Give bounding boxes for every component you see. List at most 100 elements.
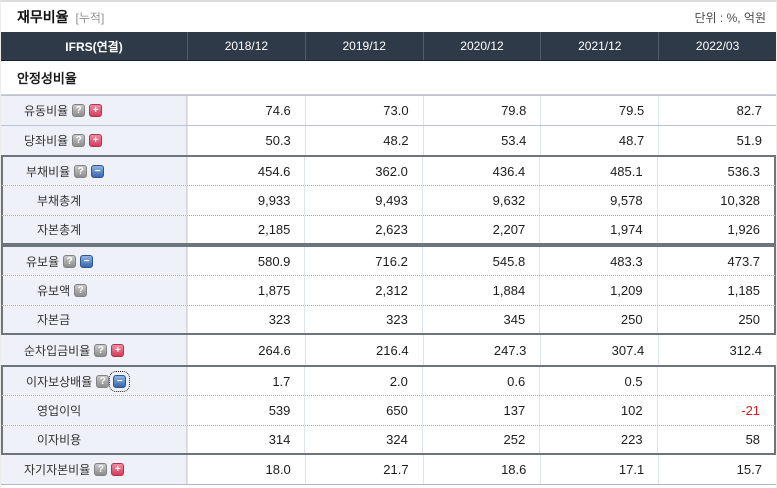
value-cell: 436.4 [421,157,539,185]
value-cell: 137 [421,396,539,425]
header-period-cell: 2022/03 [658,32,776,60]
row-label: 자기자본비율 [24,463,91,477]
value-cell: 9,632 [421,186,539,215]
row-label: 자본총계 [37,223,82,237]
value-cell: 2,185 [187,216,304,243]
value-cell: 250 [539,306,656,333]
value-cell: 48.2 [304,126,423,155]
value-cell: 473.7 [656,247,774,275]
table-row: 부채비율? −454.6 362.0 436.4 485.1 536.3 [1,155,776,185]
header-period-cell: 2018/12 [187,32,305,60]
row-label: 부채총계 [37,194,82,208]
value-cell: 74.6 [187,96,305,125]
row-label-cell: 부채비율? − [3,157,187,185]
value-cell: 1,185 [656,276,774,305]
row-label-cell: 유보액? [3,276,187,305]
expand-icon[interactable]: + [89,134,103,147]
row-label-cell: 순차입금비율? + [1,335,187,365]
collapse-icon[interactable]: − [80,254,94,268]
page-title-suffix: [누적] [75,10,105,25]
title-bar: 재무비율 [누적] 단위 : %, 억원 [1,2,776,32]
collapse-icon[interactable]: − [91,164,105,178]
help-icon[interactable]: ? [72,104,86,117]
row-label-cell: 유보율? − [3,247,187,275]
value-cell: 345 [421,306,539,333]
help-icon[interactable]: ? [96,374,110,388]
value-cell: 324 [304,426,421,453]
help-icon[interactable]: ? [74,164,88,178]
collapse-icon[interactable]: − [109,370,131,392]
value-cell: 58 [656,426,774,453]
value-cell: 580.9 [187,247,304,275]
table-row: 이자비용 314 324 252 223 58 [1,425,776,455]
value-cell: 1,875 [187,276,304,305]
value-cell: 323 [304,306,421,333]
value-cell: 362.0 [304,157,421,185]
value-cell [656,367,774,395]
row-label-cell: 이자보상배율? − [3,367,187,395]
row-label: 유보액 [37,284,71,298]
expand-icon[interactable]: + [111,463,125,476]
value-cell: 9,933 [187,186,304,215]
row-label-cell: 당좌비율? + [1,126,187,155]
section-title-row: 안정성비율 [1,61,776,95]
value-cell: 48.7 [540,126,658,155]
table-row: 이자보상배율? −1.7 2.0 0.6 0.5 [1,365,776,395]
table-row: 당좌비율? +50.3 48.2 53.4 48.7 51.9 [1,125,776,155]
table-row: 순차입금비율? +264.6 216.4 247.3 307.4 312.4 [1,335,776,365]
value-cell: 82.7 [658,96,776,125]
table-row: 자본총계 2,185 2,623 2,207 1,974 1,926 [1,215,776,245]
value-cell: 21.7 [304,455,423,484]
value-cell: 216.4 [304,335,423,365]
row-label: 자본금 [37,313,71,327]
section-title: 안정성비율 [17,71,77,86]
row-label-cell: 부채총계 [3,186,187,215]
row-label: 당좌비율 [24,134,69,148]
row-label-cell: 자본총계 [3,216,187,243]
value-cell: 1,884 [421,276,539,305]
value-cell: 483.3 [539,247,656,275]
header-period-cell: 2020/12 [422,32,541,60]
value-cell: -21 [656,396,774,425]
help-icon[interactable]: ? [94,343,108,357]
row-label: 유보율 [26,254,60,269]
help-icon[interactable]: ? [63,254,77,268]
value-cell: 250 [656,306,774,333]
value-cell: 2,623 [304,216,421,243]
value-cell: 9,578 [539,186,656,215]
value-cell: 2,312 [304,276,421,305]
table-row: 자본금 323 323 345 250 250 [1,305,776,335]
table-row: 유보율? −580.9 716.2 545.8 483.3 473.7 [1,245,776,275]
header-period-cell: 2021/12 [540,32,658,60]
help-icon[interactable]: ? [74,284,88,297]
unit-label: 단위 : %, 억원 [694,10,766,25]
expand-icon[interactable]: + [111,343,125,357]
value-cell: 0.5 [539,367,656,395]
value-cell: 79.8 [422,96,541,125]
help-icon[interactable]: ? [72,134,86,147]
table-row: 영업이익 539 650 137 102 -21 [1,395,776,425]
value-cell: 50.3 [187,126,305,155]
table-row: 자기자본비율? +18.0 21.7 18.6 17.1 15.7 [1,455,776,485]
help-icon[interactable]: ? [94,463,108,476]
value-cell: 18.6 [422,455,541,484]
expand-icon[interactable]: + [89,104,103,117]
value-cell: 51.9 [658,126,776,155]
value-cell: 314 [187,426,304,453]
value-cell: 223 [539,426,656,453]
value-cell: 18.0 [187,455,305,484]
value-cell: 53.4 [422,126,541,155]
value-cell: 1,209 [539,276,656,305]
row-label: 부채비율 [26,164,71,179]
value-cell: 1,974 [539,216,656,243]
value-cell: 545.8 [421,247,539,275]
table-row: 유보액? 1,875 2,312 1,884 1,209 1,185 [1,275,776,305]
value-cell: 1,926 [656,216,774,243]
value-cell: 10,328 [656,186,774,215]
value-cell: 485.1 [539,157,656,185]
value-cell: 323 [187,306,304,333]
value-cell: 264.6 [187,335,305,365]
row-label: 영업이익 [37,404,82,418]
row-label: 유동비율 [24,104,69,118]
table-body: 유동비율? +74.6 73.0 79.8 79.5 82.7 당좌비율? +50.3 48.2… [1,95,776,485]
